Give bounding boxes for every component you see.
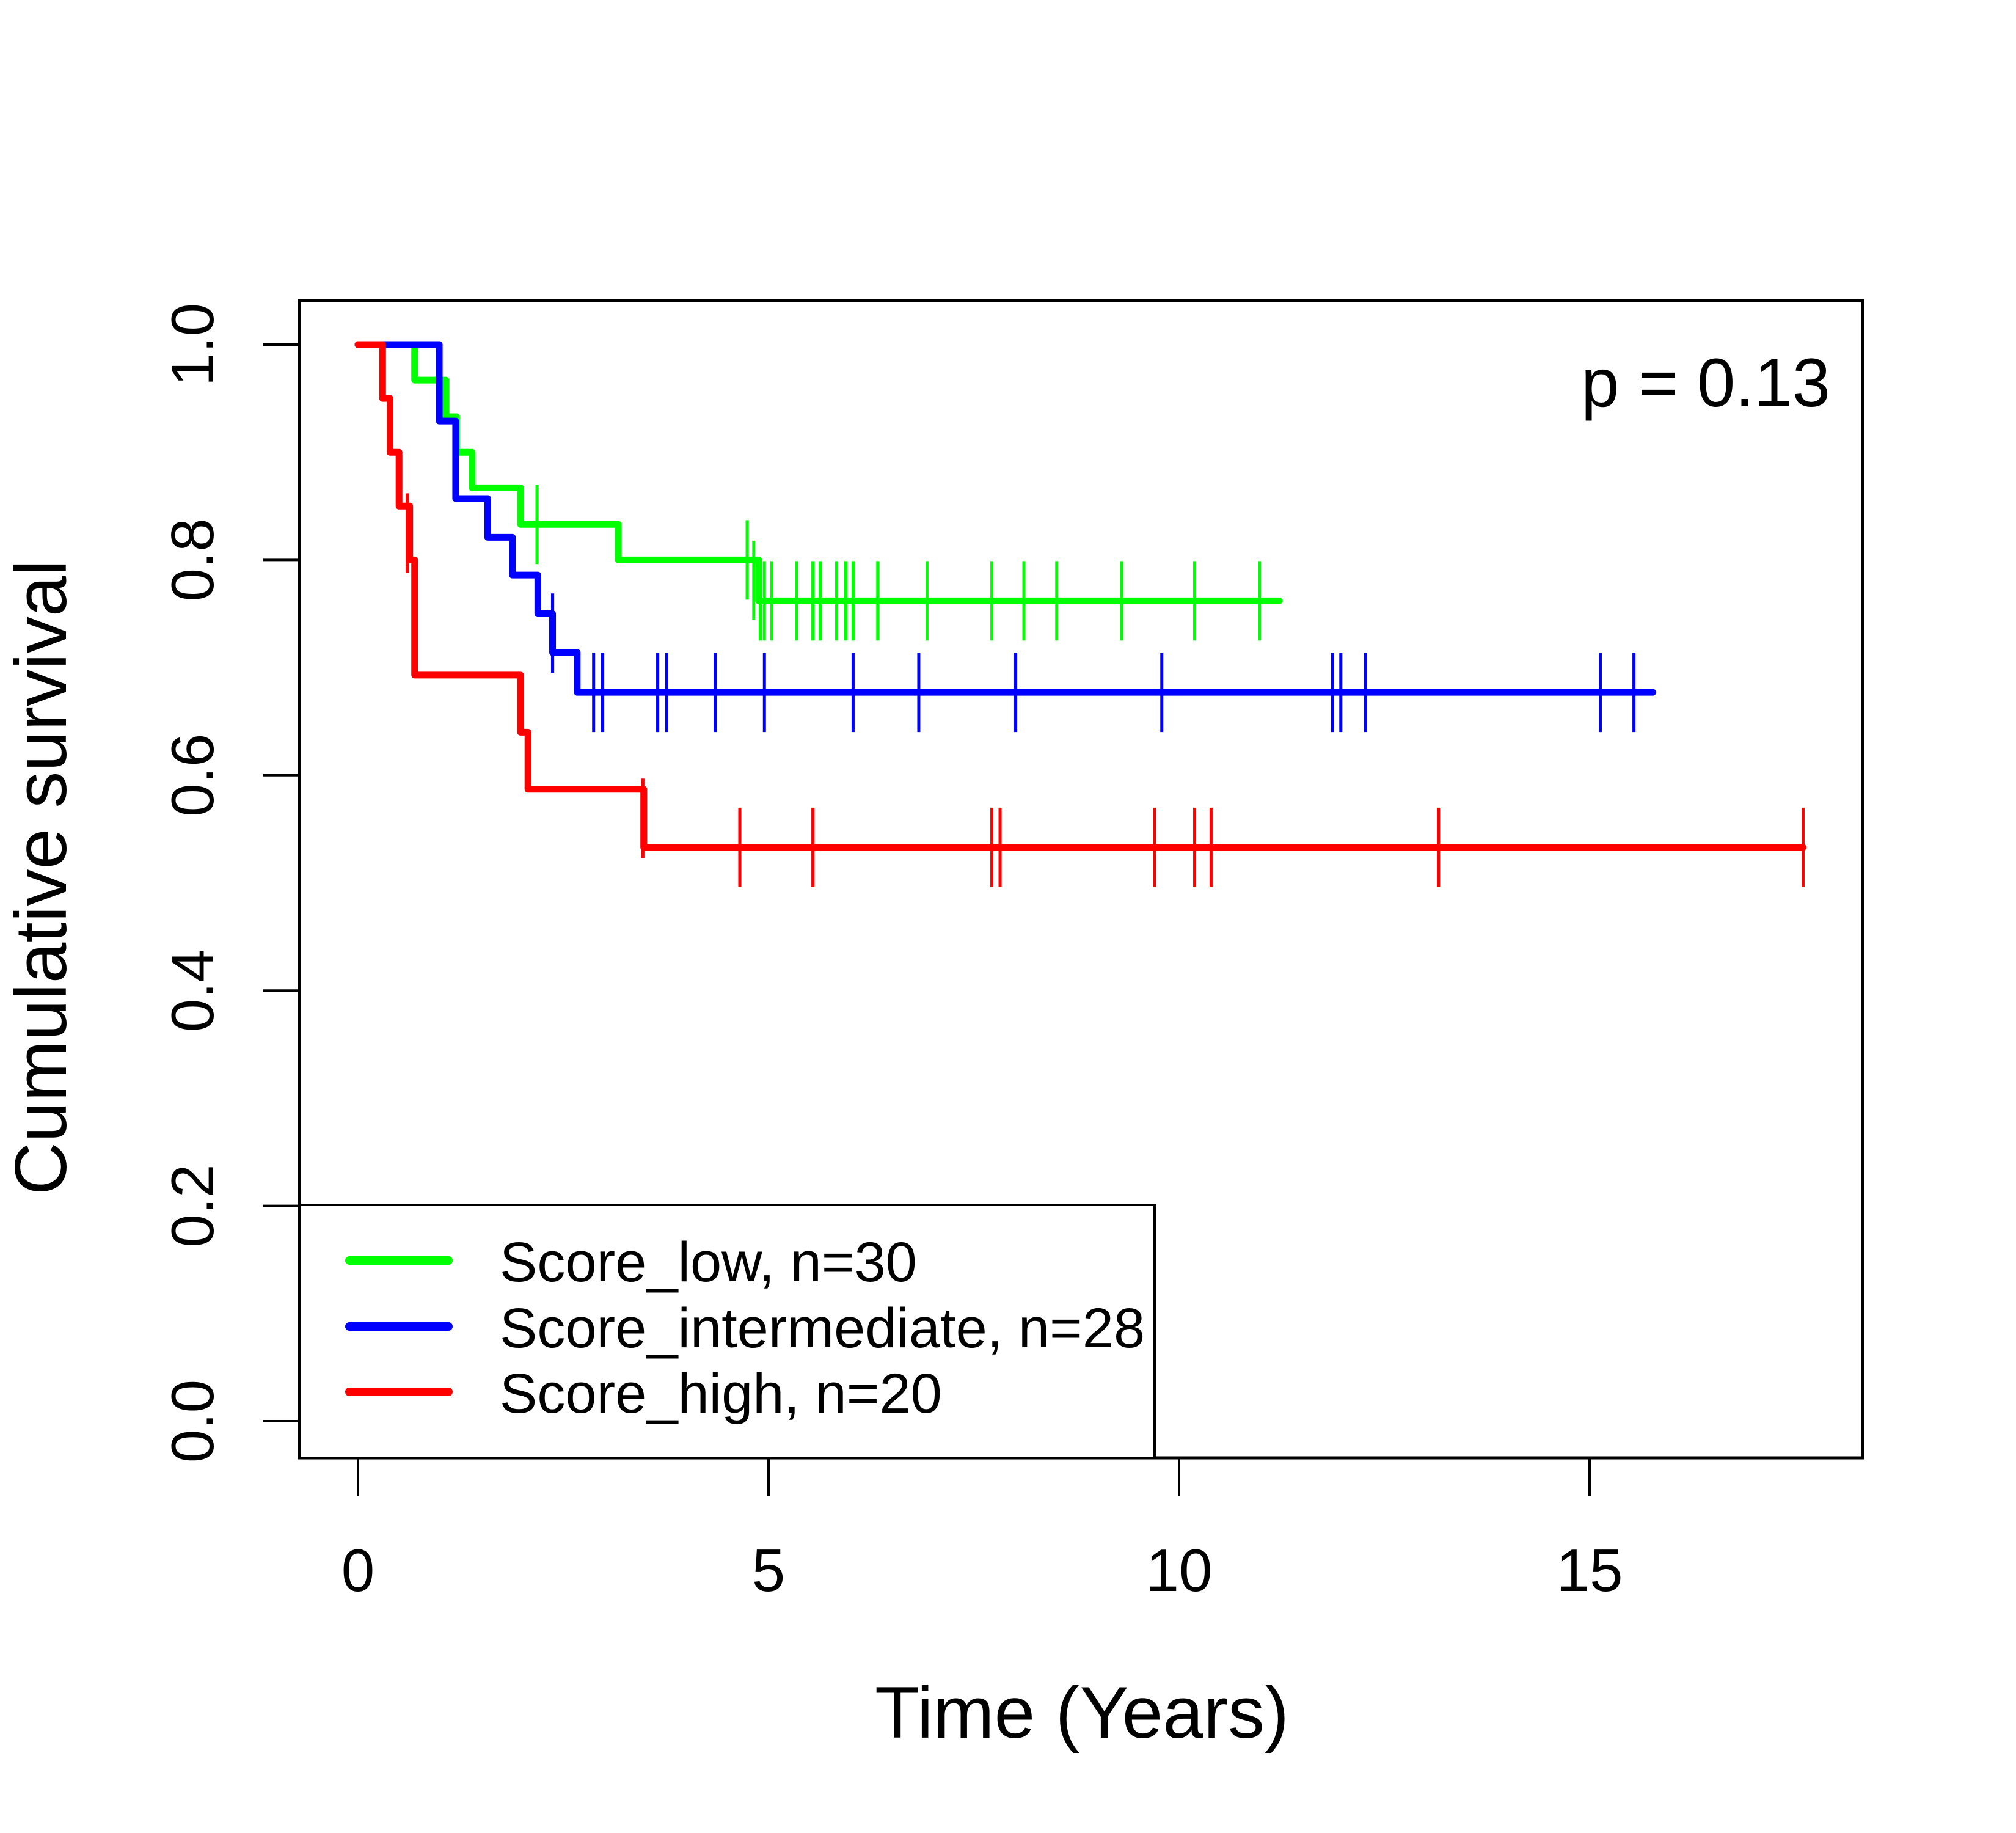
y-tick-label: 0.4 — [159, 949, 226, 1032]
series-intermediate — [354, 341, 1656, 733]
x-tick-label: 0 — [341, 1537, 375, 1604]
legend-label-intermediate: Score_intermediate, n=28 — [500, 1297, 1145, 1359]
y-tick-label: 0.6 — [159, 734, 226, 817]
y-axis-title: Cumulative survival — [0, 560, 82, 1195]
x-tick-label: 15 — [1556, 1537, 1623, 1604]
x-tick-label: 10 — [1145, 1537, 1212, 1604]
x-tick-label: 5 — [752, 1537, 786, 1604]
legend-label-low: Score_low, n=30 — [500, 1231, 917, 1293]
survival-curve-high — [354, 341, 1806, 851]
legend-box — [298, 1204, 1156, 1459]
p-value-annotation: p = 0.13 — [1581, 345, 1830, 421]
y-tick-label: 1.0 — [159, 303, 226, 386]
y-tick-label: 0.8 — [159, 518, 226, 601]
survival-curve-intermediate — [354, 341, 1656, 696]
survival-curve-low — [354, 341, 1283, 604]
series-low — [354, 341, 1283, 641]
series-high — [354, 341, 1806, 887]
x-axis-title: Time (Years) — [875, 1672, 1289, 1754]
legend: Score_low, n=30 Score_intermediate, n=28… — [298, 1204, 1156, 1459]
legend-label-high: Score_high, n=20 — [500, 1363, 942, 1425]
y-axis: 0.0 0.2 0.4 0.6 0.8 1.0 — [159, 303, 301, 1463]
curves-layer — [354, 341, 1806, 887]
y-tick-label: 0.0 — [159, 1380, 226, 1463]
y-tick-label: 0.2 — [159, 1164, 226, 1247]
